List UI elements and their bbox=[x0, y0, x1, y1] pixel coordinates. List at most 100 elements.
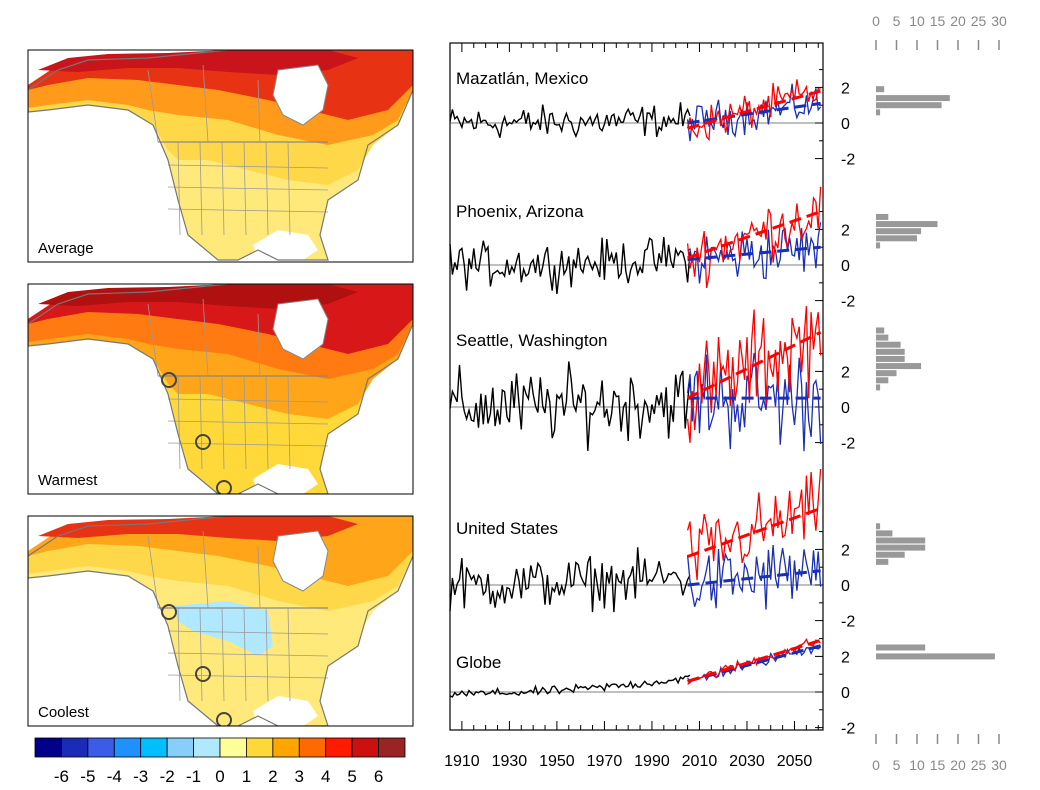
colorbar-swatch bbox=[298, 737, 327, 758]
map-label: Coolest bbox=[38, 704, 90, 721]
hist-tick-label-bottom: 30 bbox=[991, 757, 1007, 773]
gulf-of-mexico bbox=[253, 464, 318, 494]
histogram-bar bbox=[876, 551, 905, 558]
histogram-bar bbox=[876, 644, 926, 651]
x-tick-label: 1970 bbox=[587, 753, 623, 770]
histogram-bar bbox=[876, 530, 893, 537]
y-tick-label: 0 bbox=[841, 685, 850, 702]
x-tick-label: 1930 bbox=[492, 753, 528, 770]
observed-line bbox=[449, 237, 691, 295]
coolest-trend bbox=[687, 245, 821, 262]
series-panel: -2 0 2 United States bbox=[449, 468, 855, 631]
panel-title: Phoenix, Arizona bbox=[456, 202, 584, 221]
map-label: Average bbox=[38, 240, 94, 257]
colorbar-swatch bbox=[219, 737, 247, 758]
colorbar-tick-label: 1 bbox=[242, 767, 251, 786]
colorbar-tick-label: 0 bbox=[215, 767, 224, 786]
state-border bbox=[221, 141, 225, 236]
y-tick-label: -2 bbox=[841, 721, 855, 738]
y-tick-label: 0 bbox=[841, 578, 850, 595]
colorbar-swatch bbox=[351, 737, 379, 758]
y-tick-label: 2 bbox=[841, 364, 850, 381]
warmest-trend bbox=[686, 330, 822, 400]
x-tick-label: 2010 bbox=[682, 753, 718, 770]
histogram-bar bbox=[876, 228, 922, 235]
state-border bbox=[177, 607, 181, 702]
histogram-bar bbox=[876, 327, 885, 334]
x-tick-label: 1990 bbox=[634, 753, 670, 770]
y-tick-label: 2 bbox=[841, 542, 850, 559]
histogram-bar bbox=[876, 544, 926, 551]
coolest-line bbox=[686, 352, 822, 452]
city-marker-seattle bbox=[161, 372, 177, 388]
hist-tick-label-top: 15 bbox=[930, 13, 946, 29]
colorbar-swatch bbox=[193, 737, 221, 758]
hist-tick-label-bottom: 5 bbox=[893, 757, 901, 773]
hudson-bay-outline bbox=[272, 298, 329, 360]
histogram-bar bbox=[876, 95, 950, 102]
observed-line bbox=[449, 102, 691, 139]
x-tick-label: 1910 bbox=[444, 753, 480, 770]
warmest-trend bbox=[687, 638, 822, 683]
histogram-bar bbox=[876, 653, 995, 660]
colorbar-tick-label: 6 bbox=[374, 767, 383, 786]
state-border bbox=[199, 375, 203, 470]
gulf-of-mexico bbox=[253, 696, 318, 726]
hist-tick-label-bottom: 10 bbox=[909, 757, 925, 773]
histogram-bar bbox=[876, 377, 889, 384]
x-tick-label: 2030 bbox=[729, 753, 765, 770]
hudson-bay-outline bbox=[272, 64, 329, 126]
colorbar-tick-label: 5 bbox=[347, 767, 356, 786]
state-border bbox=[167, 186, 329, 191]
hist-tick-label-bottom: 0 bbox=[872, 757, 880, 773]
state-border bbox=[167, 652, 329, 657]
province-border bbox=[147, 530, 261, 609]
series-panel: -2 0 2 Mazatlán, Mexico bbox=[449, 69, 855, 169]
hist-tick-label-top: 10 bbox=[909, 13, 925, 29]
city-marker-phoenix bbox=[195, 666, 211, 682]
coolest-line bbox=[686, 545, 822, 610]
y-tick-label: 0 bbox=[841, 400, 850, 417]
histogram-bar bbox=[876, 221, 938, 228]
state-border bbox=[167, 630, 329, 635]
colorbar: -6 -5 -4 -3 -2 -1 0 1 2 3 4 5 6 bbox=[34, 737, 406, 786]
series-panel: -2 0 2 Seattle, Washington bbox=[449, 306, 855, 453]
series-panel: -2 0 2 Phoenix, Arizona bbox=[449, 186, 855, 311]
state-border bbox=[287, 375, 291, 470]
y-tick-label: -2 bbox=[841, 294, 855, 311]
city-marker-phoenix bbox=[195, 434, 211, 450]
hist-tick-label-top: 20 bbox=[950, 13, 966, 29]
x-tick-label: 1950 bbox=[539, 753, 575, 770]
y-tick-label: 2 bbox=[841, 222, 850, 239]
city-marker-mazatlan bbox=[216, 480, 232, 494]
colorbar-swatch bbox=[378, 737, 406, 758]
hist-tick-label-top: 30 bbox=[991, 13, 1007, 29]
colorbar-tick-label: -4 bbox=[107, 767, 122, 786]
hudson-bay-outline bbox=[272, 530, 329, 592]
state-border bbox=[221, 375, 225, 470]
histogram-bar bbox=[876, 384, 881, 391]
land-far-north bbox=[38, 516, 358, 541]
hudson-bay bbox=[273, 299, 328, 359]
panel-title: Seattle, Washington bbox=[456, 331, 608, 350]
y-tick-label: -2 bbox=[841, 436, 855, 453]
province-border bbox=[147, 298, 261, 377]
histogram-bar bbox=[876, 523, 881, 530]
state-border bbox=[167, 442, 329, 447]
map-panel: Coolest bbox=[27, 515, 414, 727]
histogram-bar bbox=[876, 348, 905, 355]
map-frame bbox=[27, 283, 414, 495]
map-panel: Average bbox=[27, 49, 414, 263]
y-tick-label: 0 bbox=[841, 116, 850, 133]
state-border bbox=[177, 375, 181, 470]
histogram-bar bbox=[876, 102, 942, 109]
histogram-bar bbox=[876, 370, 897, 377]
hist-tick-label-top: 5 bbox=[893, 13, 901, 29]
warmest-line bbox=[686, 186, 822, 289]
cold-anomaly-patch bbox=[173, 601, 273, 656]
state-border bbox=[167, 208, 329, 213]
panel-title: Globe bbox=[456, 653, 501, 672]
colorbar-tick-label: -3 bbox=[133, 767, 148, 786]
colorbar-swatch bbox=[325, 737, 353, 758]
colorbar-swatch bbox=[246, 737, 274, 758]
